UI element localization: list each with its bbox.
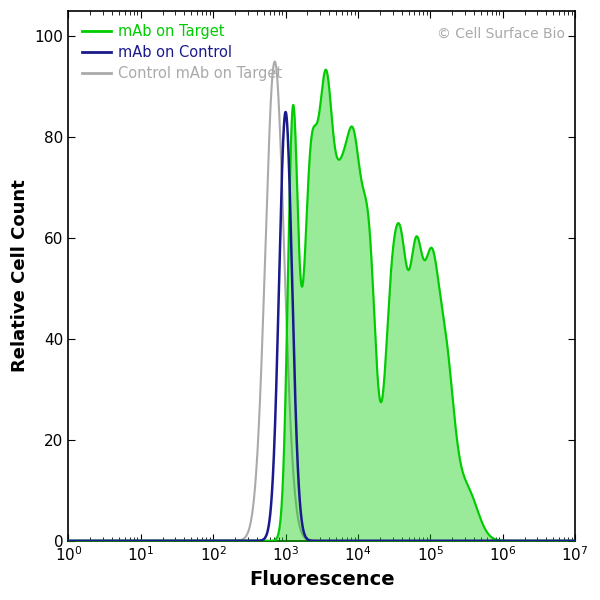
- Text: © Cell Surface Bio: © Cell Surface Bio: [437, 27, 565, 41]
- X-axis label: Fluorescence: Fluorescence: [249, 570, 395, 589]
- Legend: mAb on Target, mAb on Control, Control mAb on Target: mAb on Target, mAb on Control, Control m…: [76, 19, 288, 87]
- Y-axis label: Relative Cell Count: Relative Cell Count: [11, 179, 29, 373]
